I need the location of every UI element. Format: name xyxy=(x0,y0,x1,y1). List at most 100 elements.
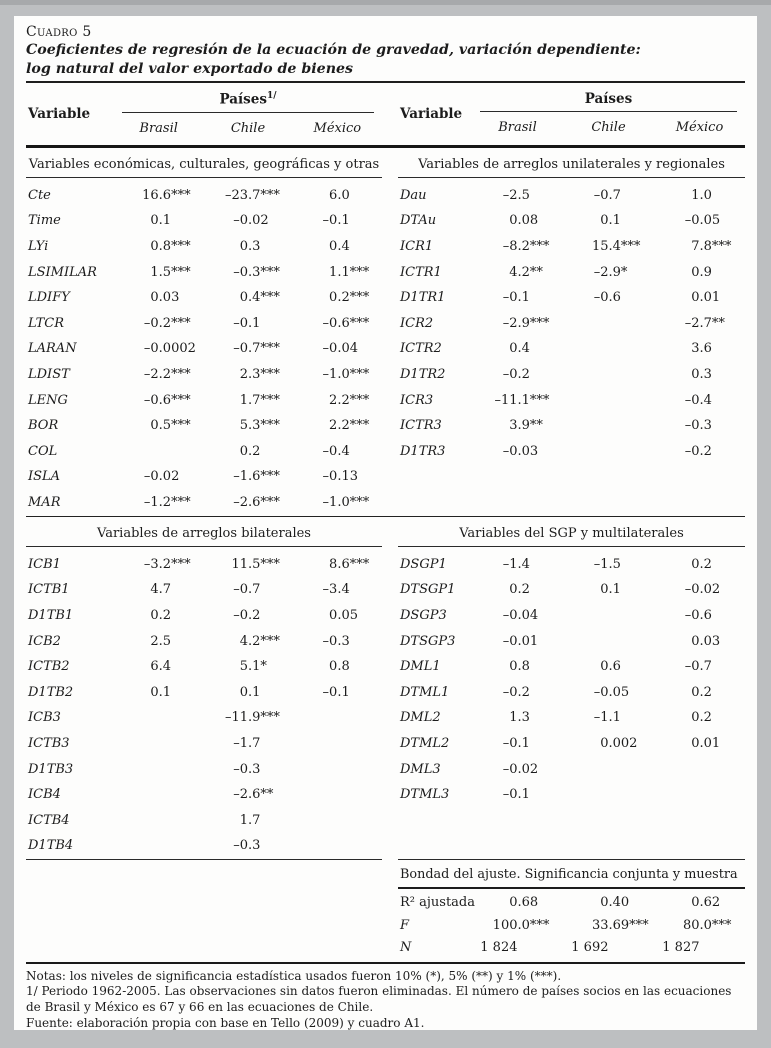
table-row: MAR –1.2*** –2.6*** –1.0*** xyxy=(26,490,382,516)
table-row: ICTB4 1.7 xyxy=(26,807,382,833)
value-chile: –0.3*** xyxy=(233,264,280,280)
variable-name: ICTB2 xyxy=(28,659,70,675)
country-header-brasil-right: Brasil xyxy=(498,120,537,136)
value-chile: –2.9* xyxy=(593,264,628,280)
variable-name: D1TB2 xyxy=(28,684,74,700)
section-title-sgp: Variables del SGP y multilaterales xyxy=(398,517,745,547)
note-source: Fuente: elaboración propia con base en T… xyxy=(26,1016,425,1030)
value-mexico: –1.0*** xyxy=(322,494,370,510)
variable-name: ICR1 xyxy=(400,238,434,254)
bottom-sections-row: Variables de arreglos bilaterales ICB1 –… xyxy=(26,517,745,962)
fit-row: F 100.0*** 33.69*** 80.0*** xyxy=(398,914,745,936)
table-row: LDIST –2.2*** 2.3*** –1.0*** xyxy=(26,362,382,388)
value-chile: 0.40 xyxy=(600,895,630,911)
value-mexico: –0.2 xyxy=(684,443,712,459)
variable-name: DTAu xyxy=(400,213,437,229)
value-chile: –0.1 xyxy=(233,315,261,331)
value-brasil: 0.8 xyxy=(509,659,530,675)
value-brasil: –11.1*** xyxy=(494,392,550,408)
value-chile: –0.3 xyxy=(233,838,261,854)
value-mexico: 1.1*** xyxy=(329,264,370,280)
variable-name: D1TR1 xyxy=(400,290,446,306)
table-row: D1TB2 0.1 0.1 –0.1 xyxy=(26,679,382,705)
value-mexico: 6.0 xyxy=(329,187,350,203)
variable-name: LDIFY xyxy=(28,290,70,306)
value-brasil: 6.4 xyxy=(150,659,172,675)
variable-name: DTML2 xyxy=(400,735,450,751)
value-chile: –0.6 xyxy=(593,290,621,306)
value-brasil: –0.1 xyxy=(502,787,530,803)
variable-name: Cte xyxy=(28,187,51,203)
table-row: LDIFY 0.03 0.4*** 0.2*** xyxy=(26,285,382,311)
value-brasil: 0.4 xyxy=(509,341,530,357)
table-row: LARAN –0.0002 –0.7*** –0.04 xyxy=(26,336,382,362)
table-row: DTML2 –0.1 0.002 0.01 xyxy=(398,731,745,757)
variable-name: BOR xyxy=(28,418,59,434)
value-brasil: –0.2 xyxy=(502,366,530,382)
value-brasil: –0.2*** xyxy=(143,315,191,331)
table-row: DTSGP3 –0.01 0.03 xyxy=(398,628,745,654)
value-mexico: 1 827 xyxy=(662,939,700,955)
value-mexico: –0.05 xyxy=(684,213,721,229)
value-brasil: –3.2*** xyxy=(143,556,191,572)
table-row: ICTR2 0.4 3.6 xyxy=(398,336,745,362)
section-rows-economicas: Cte 16.6*** –23.7*** 6.0 Time 0.1 –0.02 … xyxy=(26,178,382,516)
table-title-line-2: log natural del valor exportado de biene… xyxy=(26,60,354,77)
value-mexico: –0.1 xyxy=(322,684,350,700)
value-brasil: 1 824 xyxy=(480,939,518,955)
value-brasil: 0.08 xyxy=(509,213,539,229)
country-header-mexico-left: México xyxy=(313,120,362,136)
value-brasil: 4.2** xyxy=(509,264,543,280)
value-mexico: –2.7** xyxy=(684,315,725,331)
section-title-unilaterales: Variables de arreglos unilaterales y reg… xyxy=(398,148,745,178)
value-chile: 0.1 xyxy=(600,213,621,229)
variable-name: LYi xyxy=(28,238,49,254)
value-brasil: –0.02 xyxy=(143,469,180,485)
value-mexico: –3.4 xyxy=(322,582,350,598)
value-mexico: 0.3 xyxy=(691,366,712,382)
statistic-name: R² ajustada xyxy=(400,895,476,911)
fit-row: R² ajustada 0.68 0.40 0.62 xyxy=(398,892,745,914)
value-brasil: 100.0*** xyxy=(492,917,550,933)
country-header-chile-left: Chile xyxy=(230,120,266,136)
variable-name: D1TB1 xyxy=(28,607,74,623)
value-brasil: –8.2*** xyxy=(502,238,550,254)
value-chile: 5.1* xyxy=(239,659,267,675)
table-row: ICB1 –3.2*** 11.5*** 8.6*** xyxy=(26,552,382,578)
table-row: ICTB3 –1.7 xyxy=(26,731,382,757)
table-title-line-1: Coeficientes de regresión de la ecuación… xyxy=(26,42,641,58)
value-mexico: 3.6 xyxy=(691,341,712,357)
country-header-brasil-left: Brasil xyxy=(139,120,178,136)
value-brasil: 4.7 xyxy=(150,582,172,598)
variable-name: DTSGP3 xyxy=(400,633,456,649)
variable-name: LSIMILAR xyxy=(28,264,97,280)
variable-column-header-right: Variable xyxy=(400,106,463,123)
table-row: DML3 –0.02 xyxy=(398,756,745,782)
value-mexico: 0.2 xyxy=(691,710,712,726)
value-chile: –1.6*** xyxy=(233,469,280,485)
value-brasil: –0.04 xyxy=(502,607,539,623)
variable-name: ICTR2 xyxy=(400,341,442,357)
section-bilaterales: Variables de arreglos bilaterales ICB1 –… xyxy=(26,517,382,860)
variable-name: D1TB3 xyxy=(28,761,74,777)
variable-name: ICTB4 xyxy=(28,812,70,828)
value-brasil: 0.1 xyxy=(150,213,172,229)
variable-name: LTCR xyxy=(28,315,64,331)
column-header-band: Variable Países1/ Brasil Chile México Va… xyxy=(26,84,745,145)
section-title-bilaterales: Variables de arreglos bilaterales xyxy=(26,517,382,547)
value-mexico: 0.9 xyxy=(691,264,712,280)
value-brasil: –2.2*** xyxy=(143,366,191,382)
value-mexico: –0.6*** xyxy=(322,315,370,331)
value-mexico: –0.3 xyxy=(322,633,350,649)
table-row: D1TB1 0.2 –0.2 0.05 xyxy=(26,603,382,629)
goodness-of-fit-title: Bondad del ajuste. Significancia conjunt… xyxy=(398,860,745,889)
table-row: Cte 16.6*** –23.7*** 6.0 xyxy=(26,183,382,209)
table-row: ICR2 –2.9*** –2.7** xyxy=(398,310,745,336)
variable-name: DTSGP1 xyxy=(400,582,456,598)
table-row: ICTB2 6.4 5.1* 0.8 xyxy=(26,654,382,680)
table-row: DTSGP1 0.2 0.1 –0.02 xyxy=(398,577,745,603)
value-brasil: 0.8*** xyxy=(150,238,191,254)
value-brasil: 0.1 xyxy=(150,684,172,700)
variable-name: ICB3 xyxy=(28,710,61,726)
paises-group-header-left: Países1/ xyxy=(122,84,374,113)
